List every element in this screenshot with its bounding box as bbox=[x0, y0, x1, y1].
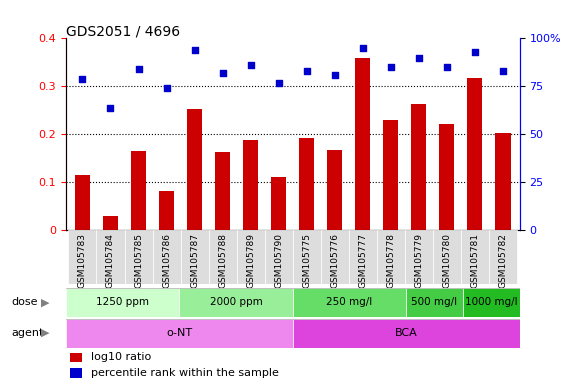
Bar bbox=[66, 319, 292, 348]
Text: GSM105776: GSM105776 bbox=[330, 233, 339, 288]
Bar bbox=[271, 177, 286, 230]
Text: ▶: ▶ bbox=[41, 297, 50, 308]
Bar bbox=[159, 191, 174, 230]
Bar bbox=[349, 230, 377, 284]
Bar bbox=[489, 230, 517, 284]
Text: GSM105786: GSM105786 bbox=[162, 233, 171, 288]
Point bbox=[246, 62, 255, 68]
Text: ▶: ▶ bbox=[41, 328, 50, 338]
Text: 250 mg/l: 250 mg/l bbox=[326, 297, 372, 308]
Bar bbox=[236, 230, 264, 284]
Point bbox=[470, 49, 479, 55]
Text: GSM105790: GSM105790 bbox=[274, 233, 283, 288]
Bar bbox=[299, 138, 315, 230]
Text: GSM105783: GSM105783 bbox=[78, 233, 87, 288]
Bar bbox=[243, 140, 258, 230]
Bar bbox=[327, 150, 343, 230]
Bar bbox=[292, 319, 520, 348]
Point bbox=[386, 64, 395, 70]
Point bbox=[498, 68, 508, 74]
Bar bbox=[66, 288, 179, 317]
Bar bbox=[180, 230, 208, 284]
Bar bbox=[96, 230, 124, 284]
Bar bbox=[69, 230, 96, 284]
Point bbox=[274, 79, 283, 86]
Text: dose: dose bbox=[11, 297, 38, 308]
Text: GDS2051 / 4696: GDS2051 / 4696 bbox=[66, 25, 180, 39]
Text: GSM105788: GSM105788 bbox=[218, 233, 227, 288]
Text: 500 mg/l: 500 mg/l bbox=[412, 297, 457, 308]
Point bbox=[330, 72, 339, 78]
Bar bbox=[124, 230, 152, 284]
Text: GSM105789: GSM105789 bbox=[246, 233, 255, 288]
Point bbox=[190, 47, 199, 53]
Bar bbox=[406, 288, 463, 317]
Point bbox=[78, 76, 87, 82]
Bar bbox=[495, 133, 510, 230]
Text: agent: agent bbox=[11, 328, 44, 338]
Bar bbox=[179, 288, 292, 317]
Point bbox=[442, 64, 451, 70]
Point bbox=[414, 55, 423, 61]
Text: GSM105778: GSM105778 bbox=[386, 233, 395, 288]
Bar bbox=[355, 58, 371, 230]
Point bbox=[106, 104, 115, 111]
Point bbox=[358, 45, 367, 51]
Text: BCA: BCA bbox=[395, 328, 417, 338]
Bar bbox=[377, 230, 405, 284]
Point bbox=[162, 85, 171, 91]
Bar bbox=[383, 120, 399, 230]
Point bbox=[302, 68, 311, 74]
Text: 1250 ppm: 1250 ppm bbox=[96, 297, 149, 308]
Text: GSM105784: GSM105784 bbox=[106, 233, 115, 288]
Text: GSM105777: GSM105777 bbox=[358, 233, 367, 288]
Bar bbox=[293, 230, 321, 284]
Bar bbox=[264, 230, 293, 284]
Text: o-NT: o-NT bbox=[166, 328, 192, 338]
Bar bbox=[131, 151, 146, 230]
Point bbox=[218, 70, 227, 76]
Bar bbox=[187, 109, 202, 230]
Bar bbox=[152, 230, 180, 284]
Bar bbox=[463, 288, 520, 317]
Text: 1000 mg/l: 1000 mg/l bbox=[465, 297, 517, 308]
Bar bbox=[405, 230, 433, 284]
Text: GSM105775: GSM105775 bbox=[302, 233, 311, 288]
Bar bbox=[433, 230, 461, 284]
Bar bbox=[103, 216, 118, 230]
Text: GSM105787: GSM105787 bbox=[190, 233, 199, 288]
Text: GSM105785: GSM105785 bbox=[134, 233, 143, 288]
Bar bbox=[70, 368, 82, 378]
Text: percentile rank within the sample: percentile rank within the sample bbox=[91, 368, 279, 378]
Text: GSM105780: GSM105780 bbox=[443, 233, 451, 288]
Bar bbox=[215, 152, 230, 230]
Text: 2000 ppm: 2000 ppm bbox=[210, 297, 262, 308]
Text: GSM105782: GSM105782 bbox=[498, 233, 507, 288]
Bar bbox=[70, 353, 82, 362]
Bar bbox=[411, 104, 427, 230]
Text: GSM105779: GSM105779 bbox=[414, 233, 423, 288]
Text: log10 ratio: log10 ratio bbox=[91, 353, 151, 362]
Bar bbox=[208, 230, 236, 284]
Bar bbox=[75, 175, 90, 230]
Text: GSM105781: GSM105781 bbox=[471, 233, 479, 288]
Point bbox=[134, 66, 143, 72]
Bar bbox=[292, 288, 406, 317]
Bar bbox=[461, 230, 489, 284]
Bar bbox=[321, 230, 349, 284]
Bar bbox=[439, 124, 455, 230]
Bar bbox=[467, 78, 482, 230]
